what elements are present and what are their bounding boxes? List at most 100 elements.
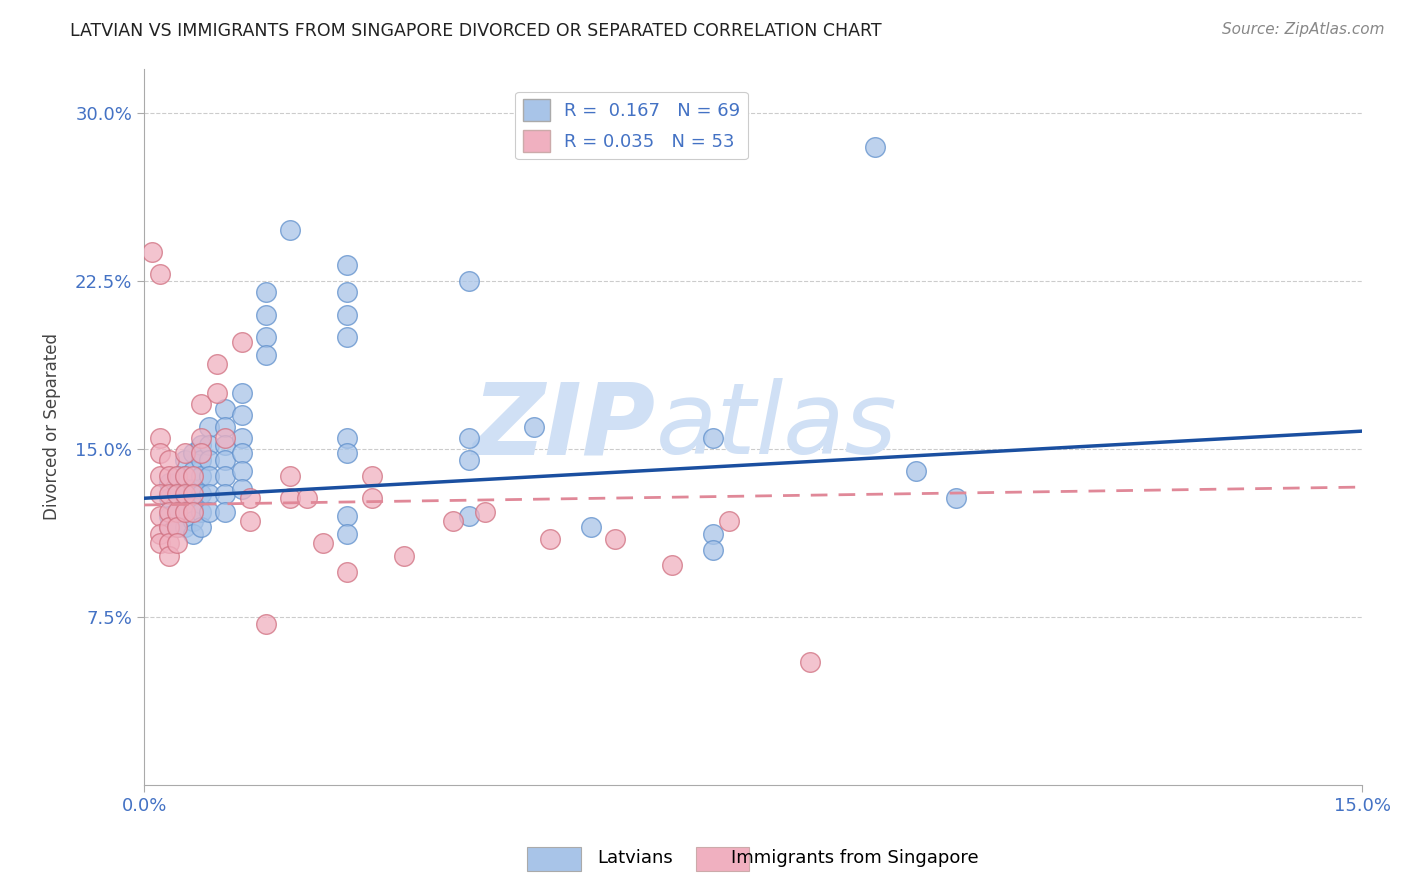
Point <box>254 330 277 344</box>
Point <box>458 453 481 467</box>
Point <box>166 505 188 519</box>
Point <box>661 558 683 573</box>
Point <box>173 487 195 501</box>
Point <box>149 268 172 282</box>
Point <box>254 616 277 631</box>
Point <box>231 446 253 460</box>
Point <box>166 487 188 501</box>
Point <box>166 487 188 501</box>
Point <box>157 487 180 501</box>
Point <box>157 505 180 519</box>
Point <box>198 468 221 483</box>
Point <box>181 468 204 483</box>
Point <box>157 475 180 490</box>
Point <box>157 549 180 564</box>
Point <box>198 487 221 501</box>
Point <box>799 655 821 669</box>
Point <box>214 431 236 445</box>
Point <box>702 527 724 541</box>
Point <box>157 491 180 506</box>
Point <box>207 357 229 371</box>
Text: LATVIAN VS IMMIGRANTS FROM SINGAPORE DIVORCED OR SEPARATED CORRELATION CHART: LATVIAN VS IMMIGRANTS FROM SINGAPORE DIV… <box>70 22 882 40</box>
Point <box>149 431 172 445</box>
Point <box>166 505 188 519</box>
Point <box>173 453 195 467</box>
Point <box>214 401 236 416</box>
Point <box>441 514 464 528</box>
Point <box>239 491 262 506</box>
Point <box>254 308 277 322</box>
Point <box>181 514 204 528</box>
Point <box>458 274 481 288</box>
Point <box>207 386 229 401</box>
Point <box>214 453 236 467</box>
Text: Immigrants from Singapore: Immigrants from Singapore <box>731 849 979 867</box>
Point <box>214 437 236 451</box>
Point <box>141 245 163 260</box>
Point <box>190 453 212 467</box>
Point <box>336 431 359 445</box>
Point <box>166 520 188 534</box>
Point <box>231 334 253 349</box>
Point <box>231 386 253 401</box>
Point <box>166 468 188 483</box>
Point <box>166 536 188 550</box>
Legend: R =  0.167   N = 69, R = 0.035   N = 53: R = 0.167 N = 69, R = 0.035 N = 53 <box>516 92 748 160</box>
Point <box>149 446 172 460</box>
Point <box>312 536 335 550</box>
Point <box>173 468 195 483</box>
Point <box>702 431 724 445</box>
Text: Latvians: Latvians <box>598 849 673 867</box>
Point <box>166 520 188 534</box>
Point <box>231 431 253 445</box>
Point <box>231 483 253 497</box>
Point <box>198 437 221 451</box>
Point <box>190 446 212 460</box>
Point <box>181 500 204 515</box>
Point <box>336 527 359 541</box>
Point <box>360 468 382 483</box>
Point <box>605 532 627 546</box>
Point <box>173 468 195 483</box>
Point <box>214 419 236 434</box>
Point <box>945 491 967 506</box>
Point <box>336 565 359 579</box>
Point <box>198 453 221 467</box>
Point <box>295 491 318 506</box>
Point <box>173 505 195 519</box>
Point <box>336 330 359 344</box>
Point <box>392 549 415 564</box>
Point <box>231 409 253 423</box>
Point <box>214 487 236 501</box>
Point <box>254 285 277 300</box>
Point <box>149 527 172 541</box>
Point <box>157 468 180 483</box>
Point <box>280 491 302 506</box>
Point <box>523 419 546 434</box>
Point <box>157 536 180 550</box>
Point <box>198 505 221 519</box>
Point <box>190 468 212 483</box>
Point <box>181 505 204 519</box>
Point <box>166 468 188 483</box>
Point <box>181 483 204 497</box>
Point <box>474 505 496 519</box>
Point <box>157 520 180 534</box>
Point <box>173 520 195 534</box>
Point <box>149 536 172 550</box>
Point <box>280 468 302 483</box>
Point <box>157 453 180 467</box>
Point <box>149 468 172 483</box>
Point <box>190 397 212 411</box>
Point <box>538 532 561 546</box>
Point <box>173 446 195 460</box>
Point <box>904 464 927 478</box>
Point <box>181 464 204 478</box>
Point <box>863 140 886 154</box>
Text: Source: ZipAtlas.com: Source: ZipAtlas.com <box>1222 22 1385 37</box>
Point <box>190 487 212 501</box>
Point <box>214 468 236 483</box>
Point <box>336 446 359 460</box>
Point <box>149 509 172 524</box>
Point <box>579 520 602 534</box>
